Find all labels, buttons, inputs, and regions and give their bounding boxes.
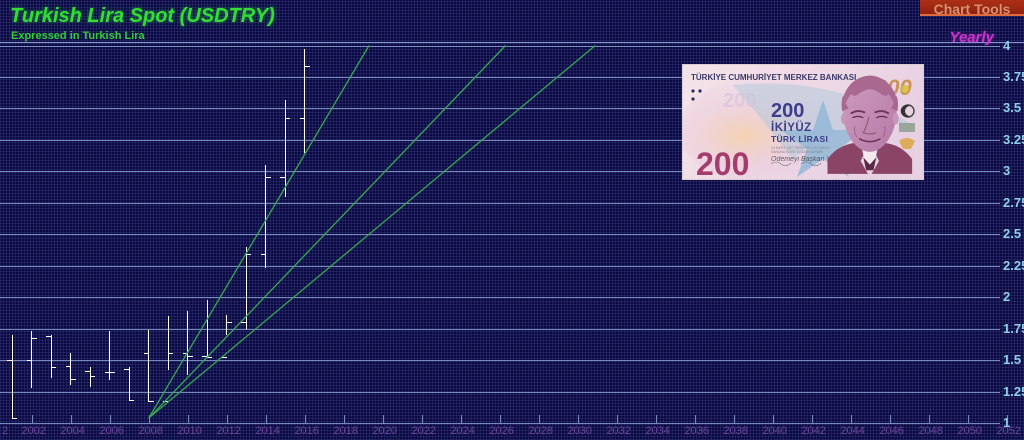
svg-text:İKİYÜZ: İKİYÜZ [771,121,812,134]
svg-text:KANUNA GÖRE CEZASI VARDIR: KANUNA GÖRE CEZASI VARDIR [771,150,823,154]
svg-text:TÜRK LİRASI: TÜRK LİRASI [771,134,828,144]
svg-text:200: 200 [771,100,804,122]
svg-text:TÜRKİYE CUMHURİYET MERKEZ BANK: TÜRKİYE CUMHURİYET MERKEZ BANKASI [691,73,856,82]
svg-text:200: 200 [723,90,756,112]
svg-text:200: 200 [696,146,749,179]
